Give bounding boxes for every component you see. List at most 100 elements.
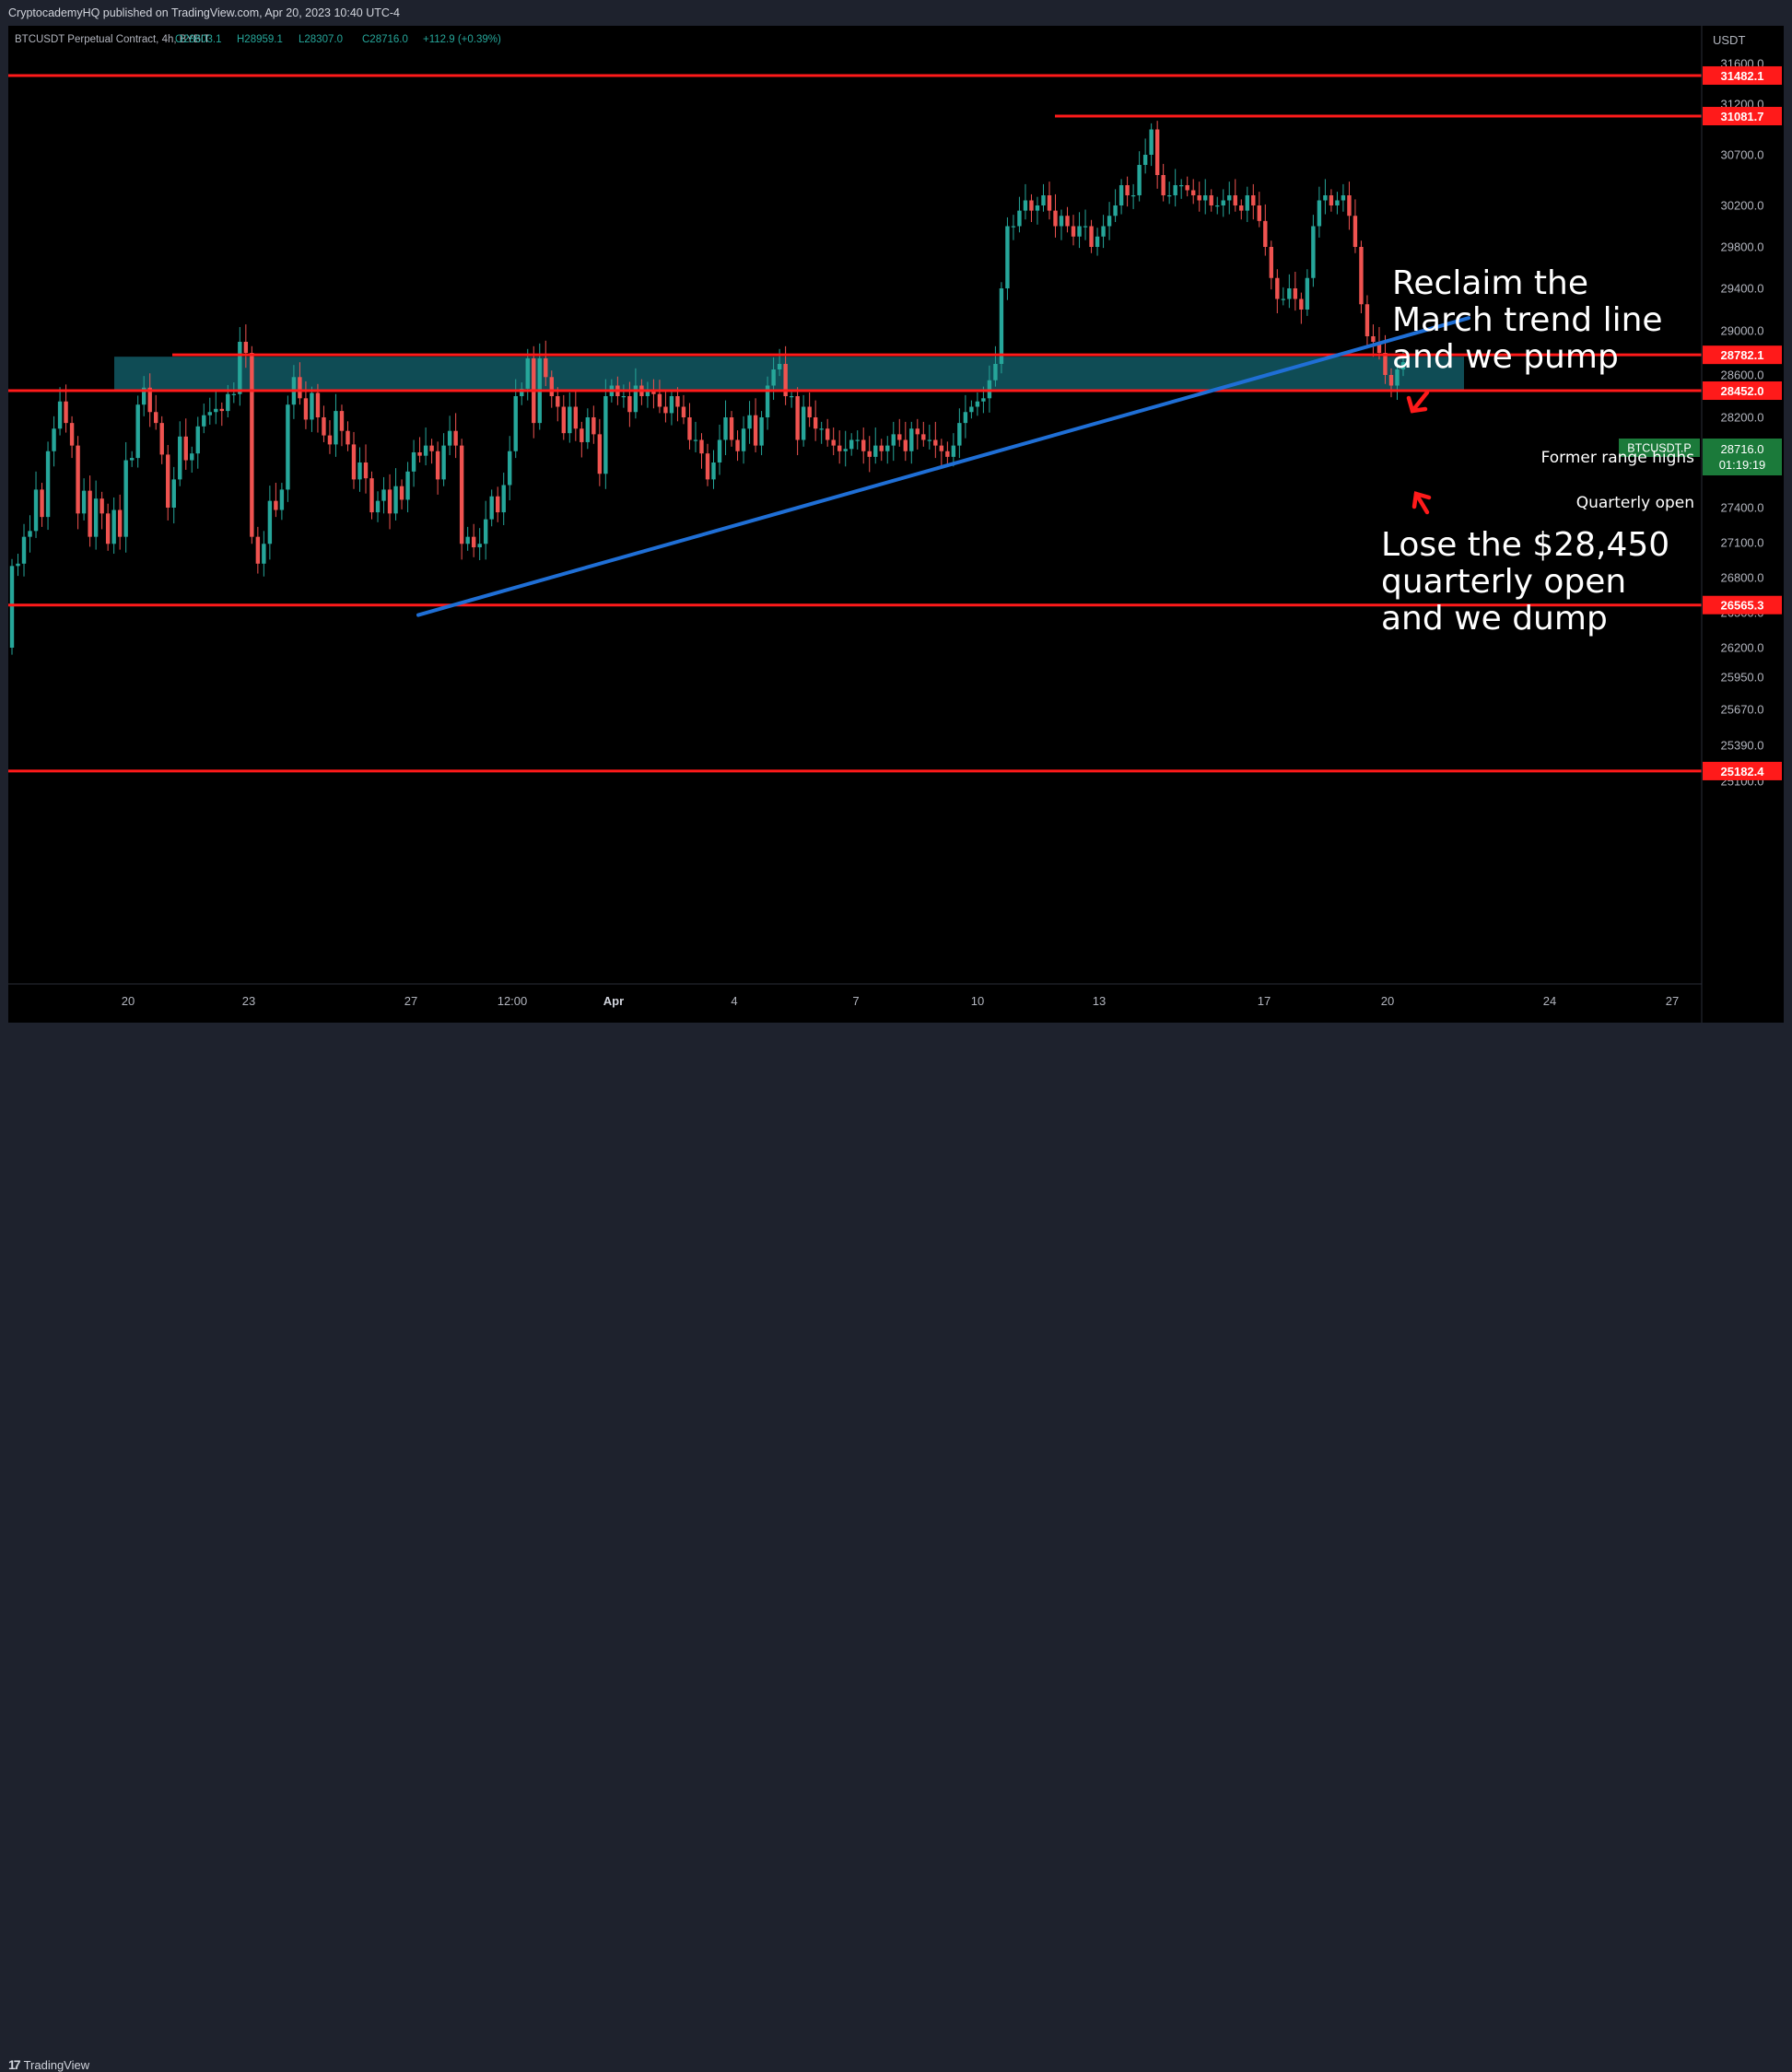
ohlc-low: L28307.0 xyxy=(299,34,343,45)
candle xyxy=(591,405,596,444)
candle xyxy=(561,394,566,440)
time-tick-12: 27 xyxy=(1666,994,1679,1008)
candle xyxy=(1353,199,1358,253)
candle xyxy=(711,450,716,489)
candle xyxy=(1173,169,1177,207)
candle xyxy=(1364,295,1370,349)
candle xyxy=(801,394,806,447)
candle xyxy=(544,340,548,387)
candle xyxy=(262,531,266,577)
candle xyxy=(334,393,338,457)
candle xyxy=(1161,163,1165,202)
candle xyxy=(255,526,261,574)
candle xyxy=(747,401,752,444)
candle xyxy=(879,439,884,462)
candle xyxy=(9,558,15,655)
candle xyxy=(975,392,980,416)
candle xyxy=(1023,183,1028,220)
candle xyxy=(705,443,710,486)
candle xyxy=(693,421,698,452)
candle xyxy=(453,413,458,459)
candle xyxy=(250,345,254,544)
last-price-value: 28716.0 xyxy=(1721,442,1764,456)
candle xyxy=(435,441,440,495)
candle xyxy=(1251,183,1256,220)
candle xyxy=(1395,359,1400,401)
tradingview-logo[interactable]: 17 TradingView xyxy=(8,2057,89,2072)
candle xyxy=(1299,292,1304,324)
symbol-title: BTCUSDT Perpetual Contract, 4h, BYBIT xyxy=(15,34,210,45)
candle xyxy=(1017,196,1022,233)
candle xyxy=(1053,193,1058,238)
levels-layer xyxy=(8,74,1702,773)
price-chart[interactable]: BTCUSDT Perpetual Contract, 4h, BYBIT O2… xyxy=(8,26,1784,1023)
candle xyxy=(465,526,470,551)
candle xyxy=(1130,183,1136,209)
candle xyxy=(1359,240,1364,314)
candle xyxy=(1335,192,1340,215)
candle xyxy=(135,395,140,468)
candle xyxy=(477,528,482,560)
candle xyxy=(447,416,452,456)
candle xyxy=(357,447,362,492)
time-tick-0: 20 xyxy=(122,994,135,1008)
symbol-badge-text: BTCUSDT.P xyxy=(1627,442,1691,455)
candle xyxy=(459,439,464,560)
candle xyxy=(1137,151,1142,202)
candle xyxy=(915,418,920,450)
candle xyxy=(1281,287,1286,306)
candle xyxy=(1113,189,1118,222)
candle xyxy=(645,381,650,408)
candle xyxy=(885,436,890,464)
level-label-4: 26565.3 xyxy=(1721,599,1764,613)
candle xyxy=(633,368,638,419)
candle xyxy=(1107,202,1112,240)
candle xyxy=(315,383,321,433)
candle xyxy=(100,491,104,530)
candle xyxy=(813,400,818,441)
candle xyxy=(1269,240,1274,290)
candle xyxy=(621,384,627,408)
time-tick-6: 7 xyxy=(852,994,859,1008)
candle xyxy=(1185,176,1189,197)
lose-line-1: Lose the $28,450 xyxy=(1381,526,1669,564)
candle xyxy=(849,433,854,456)
time-tick-7: 10 xyxy=(971,994,984,1008)
candle xyxy=(1142,138,1148,174)
candle xyxy=(88,475,92,547)
candle xyxy=(166,445,170,521)
chart-frame[interactable]: BTCUSDT Perpetual Contract, 4h, BYBIT O2… xyxy=(8,26,1784,1023)
price-tick-3: 30200.0 xyxy=(1721,199,1764,213)
candle xyxy=(951,433,956,467)
level-badge-3 xyxy=(1703,381,1782,401)
candle xyxy=(411,439,416,487)
level-badge-1 xyxy=(1703,107,1782,126)
candle xyxy=(795,387,800,456)
level-label-5: 25182.4 xyxy=(1721,765,1765,778)
level-badge-0 xyxy=(1703,65,1782,85)
tradingview-brand: TradingView xyxy=(23,2057,90,2072)
candle xyxy=(909,421,914,464)
bar-countdown: 01:19:19 xyxy=(1719,458,1766,472)
currency-label: USDT xyxy=(1713,33,1745,47)
candle xyxy=(903,421,908,462)
price-tick-10: 27400.0 xyxy=(1721,501,1764,515)
zone-label: Former range highs xyxy=(1541,449,1695,467)
candle xyxy=(339,404,345,447)
candle xyxy=(1311,215,1316,287)
candle xyxy=(1347,181,1352,230)
level-label-1: 31081.7 xyxy=(1721,110,1764,123)
candle xyxy=(375,491,381,522)
candle xyxy=(669,390,674,426)
candle xyxy=(729,411,734,447)
candle xyxy=(154,394,158,430)
candle xyxy=(33,471,39,538)
candle xyxy=(819,421,824,444)
ohlc-open: O28603.1 xyxy=(175,34,222,45)
candle xyxy=(45,441,51,531)
candle xyxy=(214,392,218,425)
lose-line-3: and we dump xyxy=(1381,600,1608,638)
footer: 17 TradingView xyxy=(0,1024,1792,2072)
candle xyxy=(508,436,512,501)
level-badge-5 xyxy=(1703,761,1782,780)
